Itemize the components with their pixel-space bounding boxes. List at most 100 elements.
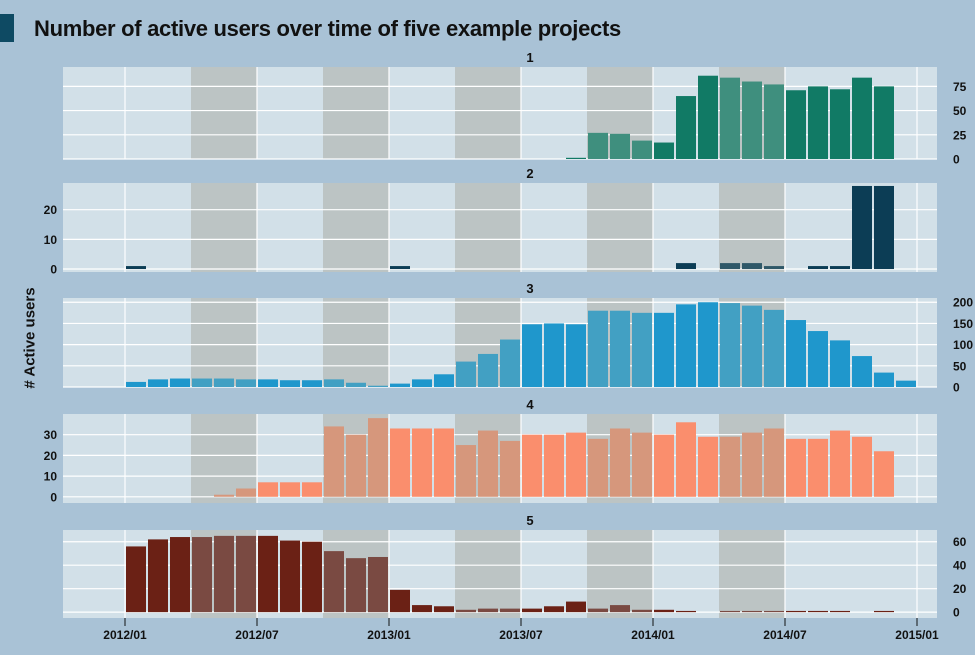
bar-2012/04 [192,537,212,613]
bar-2013/08 [544,323,564,387]
bar-2013/09 [566,601,586,613]
y-tick-label: 50 [953,359,967,373]
bar-2012/09 [302,541,322,613]
bar-2013/03 [434,428,454,497]
y-tick-label: 25 [953,128,967,142]
bar-2014/07 [786,438,806,497]
bar-2013/12 [632,432,652,497]
bar-2012/07 [258,379,278,387]
bar-2014/04 [720,303,740,387]
bar-2014/07 [786,320,806,387]
bar-2013/01 [390,428,410,497]
bar-2012/03 [170,537,190,613]
bar-2014/01 [654,312,674,387]
bar-2013/01 [390,589,410,613]
bar-2012/01 [126,266,146,270]
bar-2014/02 [676,96,696,159]
bar-2012/06 [236,488,256,497]
shaded-period [719,530,785,618]
bar-2014/09 [830,340,850,387]
shaded-period [323,67,389,159]
y-tick-label: 0 [50,490,57,504]
bar-2013/06 [500,440,520,497]
bar-2014/03 [698,436,718,497]
y-tick-label: 50 [953,104,967,118]
panel-label: 1 [526,50,533,65]
bar-2013/11 [610,605,630,613]
bar-2012/10 [324,379,344,387]
x-tick-label: 2012/01 [103,628,147,642]
bar-2014/09 [830,266,850,270]
bar-2014/06 [764,610,784,613]
bar-2012/04 [192,378,212,387]
y-tick-label: 0 [953,153,960,167]
bar-2014/08 [808,610,828,613]
bar-2012/10 [324,551,344,613]
panel-label: 2 [526,166,533,181]
bar-2012/03 [170,378,190,387]
bar-2012/05 [214,378,234,387]
bar-2014/08 [808,266,828,270]
bar-2013/09 [566,324,586,387]
bar-2012/12 [368,556,388,613]
shaded-period [587,183,653,272]
bar-2012/07 [258,482,278,497]
y-tick-label: 200 [953,296,973,310]
x-tick-label: 2013/01 [367,628,411,642]
bar-2014/05 [742,81,762,159]
bar-2013/05 [478,608,498,613]
bar-2014/08 [808,331,828,387]
bar-2012/05 [214,494,234,497]
x-tick-label: 2014/01 [631,628,675,642]
x-tick-label: 2014/07 [763,628,807,642]
bar-2013/11 [610,133,630,159]
bar-2013/09 [566,157,586,159]
bar-2014/05 [742,263,762,270]
y-tick-label: 150 [953,317,973,331]
y-tick-label: 75 [953,80,967,94]
bar-2012/10 [324,426,344,497]
bar-2013/07 [522,608,542,613]
bar-2014/02 [676,304,696,387]
shaded-period [455,530,521,618]
bar-2014/11 [874,610,894,613]
bar-2012/06 [236,535,256,613]
bar-2014/06 [764,309,784,387]
bar-2014/10 [852,356,872,387]
y-tick-label: 60 [953,535,967,549]
bar-2012/02 [148,379,168,387]
bar-2014/04 [720,263,740,270]
bar-2012/01 [126,546,146,613]
bar-2014/11 [874,372,894,387]
bar-2012/08 [280,540,300,613]
bar-2013/02 [412,379,432,387]
bar-2013/02 [412,605,432,613]
panel-label: 4 [526,397,534,412]
bar-2014/10 [852,77,872,159]
bar-2014/06 [764,266,784,270]
panel-4: 4 0 10 20 30 [44,397,937,504]
shaded-period [191,183,257,272]
bar-2014/10 [852,436,872,497]
bar-2014/07 [786,610,806,613]
bar-2012/09 [302,380,322,387]
bar-2012/05 [214,535,234,613]
panel-3: 3 0 50 100 150 200 [63,281,973,395]
shaded-period [455,67,521,159]
y-tick-label: 10 [44,470,58,484]
bar-2013/12 [632,609,652,613]
bar-2013/08 [544,434,564,497]
y-tick-label: 20 [953,582,967,596]
bar-2012/11 [346,382,366,387]
bar-2014/02 [676,422,696,497]
bar-2014/05 [742,432,762,497]
bar-2014/08 [808,438,828,497]
bar-2014/04 [720,610,740,613]
bar-2014/06 [764,428,784,497]
bar-2013/06 [500,339,520,387]
panel-1: 1 0 25 50 75 [63,50,967,167]
bar-2013/12 [632,312,652,387]
shaded-period [323,183,389,272]
bar-2013/11 [610,310,630,387]
